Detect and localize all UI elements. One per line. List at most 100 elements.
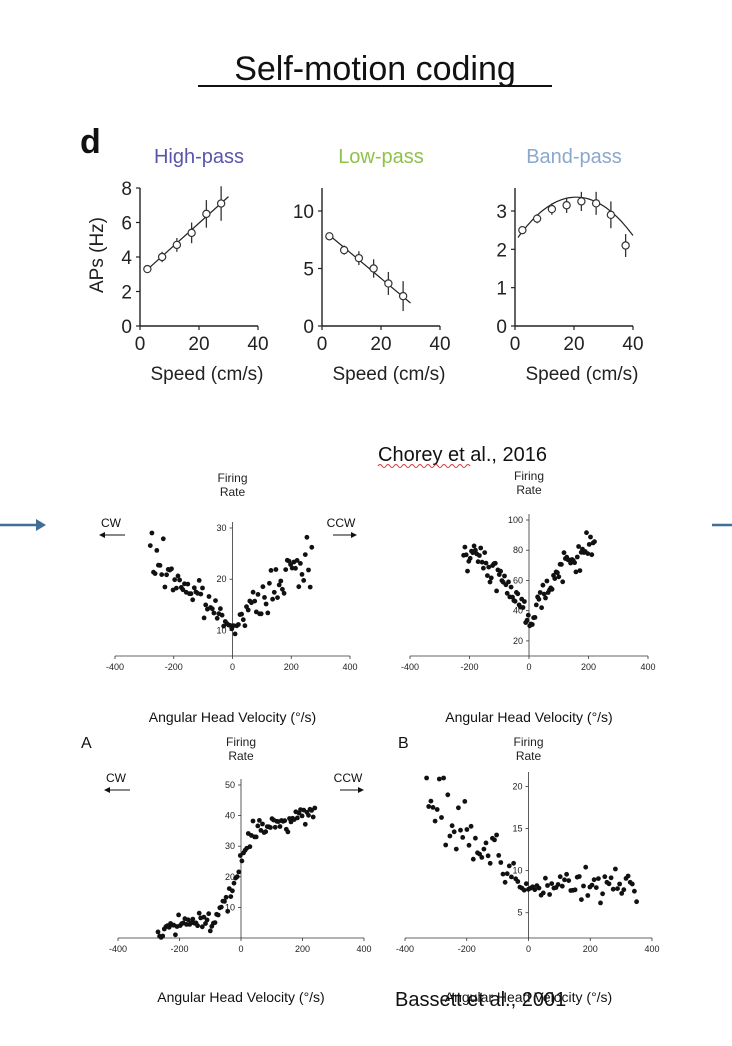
ccw-label: CCW [327,516,356,530]
data-point [256,592,261,597]
chart-ahv-v-shaped: FiringRate-400 -200 0 200 400102030Angular H… [99,471,358,725]
data-point [532,887,537,892]
data-point [163,585,168,590]
y-tick-label: 15 [512,824,522,834]
data-point [556,574,561,579]
data-point [228,894,233,899]
data-point [448,834,453,839]
chart-title: Low-pass [338,146,424,168]
x-tick-label: 20 [370,334,391,355]
data-point [192,585,197,590]
data-point [577,874,582,879]
data-point [496,853,501,858]
data-point [489,576,494,581]
y-tick-label: 60 [513,575,523,585]
data-point [563,202,570,209]
data-point [260,822,265,827]
cw-label: CW [106,771,127,785]
y-tick-label: 6 [121,214,132,235]
data-point [502,574,507,579]
data-point [296,584,301,589]
data-point [210,606,215,611]
data-point [252,599,257,604]
chart-band-pass: Band-pass0 20 400123Speed (cm/s) [496,146,643,385]
data-point [158,563,163,568]
data-point [278,579,283,584]
data-point [537,597,542,602]
data-point [309,545,314,550]
chart-title-line2: Rate [516,483,542,497]
data-point [220,613,225,618]
y-tick-label: 80 [513,545,523,555]
x-tick-label: 0 [526,944,531,954]
data-point [255,824,260,829]
data-point [555,570,560,575]
x-tick-label: 400 [644,944,659,954]
data-point [482,550,487,555]
y-tick-label: 0 [303,317,314,338]
y-tick-label: 5 [303,260,314,281]
data-point [493,561,498,566]
data-point [515,879,520,884]
data-point [450,823,455,828]
data-point [524,881,529,886]
data-point [293,566,298,571]
data-point [400,293,407,300]
data-point [541,583,546,588]
data-point [560,579,565,584]
prev-slide-arrow[interactable] [0,519,46,531]
data-point [503,880,508,885]
data-point [465,827,470,832]
y-tick-label: 20 [216,574,226,584]
data-point [341,247,348,254]
chart-low-pass: Low-pass 0 20 40 0 5 10 Speed (cm/s) [293,146,451,385]
data-point [488,861,493,866]
y-tick-label: 4 [121,248,132,269]
chart-title-line2: Rate [516,749,542,763]
data-point [472,544,477,549]
data-point [251,819,256,824]
data-point [592,539,597,544]
data-point [282,591,287,596]
data-point [634,899,639,904]
data-point [300,572,305,577]
data-point [441,776,446,781]
data-point [562,550,567,555]
data-point [303,552,308,557]
data-point [154,548,159,553]
slide-canvas: Self-motion coding d High-pass0 20 4002468… [0,0,732,1046]
data-point [153,571,158,576]
data-point [311,815,316,820]
data-point [272,590,277,595]
x-tick-label: 400 [640,662,655,672]
data-point [585,893,590,898]
x-tick-label: 400 [356,944,371,954]
data-point [617,882,622,887]
data-point [176,913,181,918]
data-point [241,617,246,622]
data-point [494,589,499,594]
data-point [456,805,461,810]
data-point [200,586,205,591]
data-point [607,211,614,218]
y-tick-label: 0 [121,317,132,338]
panel-letter-d: d [80,123,101,161]
data-point [236,622,241,627]
data-point [235,874,240,879]
data-point [300,814,305,819]
data-point [548,205,555,212]
data-point [593,200,600,207]
data-point [632,889,637,894]
data-point [596,876,601,881]
data-point [626,874,631,879]
data-point [452,829,457,834]
data-point [509,585,514,590]
data-point [185,582,190,587]
x-tick-label: 40 [247,334,268,355]
chart-title-line2: Rate [220,485,246,499]
data-point [539,605,544,610]
data-point [312,806,317,811]
data-point [560,884,565,889]
data-point [439,815,444,820]
x-tick-label: 200 [284,662,299,672]
